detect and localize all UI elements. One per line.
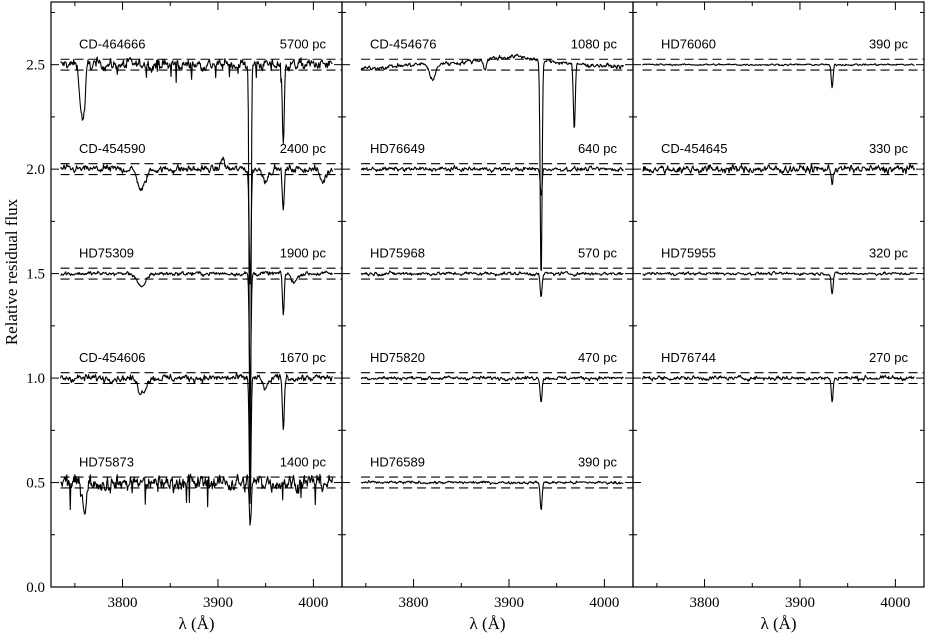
x-tick-label: 4000 [589, 595, 619, 611]
distance-label: 320 pc [869, 246, 909, 261]
distance-label: 570 pc [578, 246, 618, 261]
distance-label: 1400 pc [280, 455, 327, 470]
star-name-label: HD76060 [661, 37, 716, 52]
x-tick-label: 4000 [298, 595, 328, 611]
spectrum-line [60, 473, 334, 526]
star-name-label: CD-454590 [79, 141, 146, 156]
y-tick-label: 2.5 [26, 58, 45, 74]
y-tick-label: 0.5 [26, 476, 45, 492]
x-tick-label: 4000 [880, 595, 910, 611]
star-name-label: HD75968 [370, 246, 425, 261]
x-axis-label: λ (Å) [178, 614, 214, 633]
panel-frame-1 [50, 1, 343, 588]
spectrum-line [360, 375, 624, 403]
spectrum-line [360, 270, 624, 297]
x-axis-label: λ (Å) [469, 614, 505, 633]
star-name-label: CD-464666 [79, 37, 146, 52]
distance-label: 1080 pc [571, 37, 618, 52]
x-tick-label: 3800 [399, 595, 429, 611]
spectrum-line [60, 56, 333, 495]
distance-label: 330 pc [869, 141, 909, 156]
star-name-label: CD-454606 [79, 350, 146, 365]
y-tick-label: 0.0 [26, 580, 45, 596]
distance-label: 2400 pc [280, 141, 327, 156]
star-name-label: CD-454676 [370, 37, 437, 52]
y-axis-label: Relative residual flux [2, 198, 21, 345]
distance-label: 1670 pc [280, 350, 327, 365]
spectrum-line [360, 53, 624, 271]
distance-label: 390 pc [578, 455, 618, 470]
distance-label: 640 pc [578, 141, 618, 156]
x-tick-label: 3900 [785, 595, 815, 611]
spectrum-line [642, 163, 915, 186]
spectrum-line [60, 372, 333, 505]
x-axis-label: λ (Å) [760, 614, 796, 633]
star-name-label: HD76744 [661, 350, 716, 365]
star-name-label: HD75309 [79, 246, 134, 261]
x-tick-label: 3900 [203, 595, 233, 611]
distance-label: 1900 pc [280, 246, 327, 261]
y-tick-label: 2.0 [26, 162, 45, 178]
y-tick-label: 1.0 [26, 371, 45, 387]
distance-label: 470 pc [578, 350, 618, 365]
spectrum-line [360, 480, 624, 511]
star-name-label: HD75873 [79, 455, 134, 470]
star-name-label: HD76649 [370, 141, 425, 156]
x-tick-label: 3800 [108, 595, 138, 611]
x-tick-label: 3800 [690, 595, 720, 611]
distance-label: 5700 pc [280, 37, 327, 52]
panel-frame-3 [632, 1, 925, 588]
distance-label: 390 pc [869, 37, 909, 52]
distance-label: 270 pc [869, 350, 909, 365]
spectrum-line [60, 270, 333, 395]
panel-frame-2 [341, 1, 634, 588]
spectrum-line [360, 165, 624, 196]
star-name-label: HD76589 [370, 455, 425, 470]
spectrum-line [60, 156, 333, 285]
star-name-label: HD75820 [370, 350, 425, 365]
y-tick-label: 1.5 [26, 267, 45, 283]
star-name-label: CD-454645 [661, 141, 728, 156]
star-name-label: HD75955 [661, 246, 716, 261]
x-tick-label: 3900 [494, 595, 524, 611]
spectrum-line [642, 374, 915, 403]
spectrum-line [642, 63, 915, 89]
spectrum-line [642, 270, 915, 295]
